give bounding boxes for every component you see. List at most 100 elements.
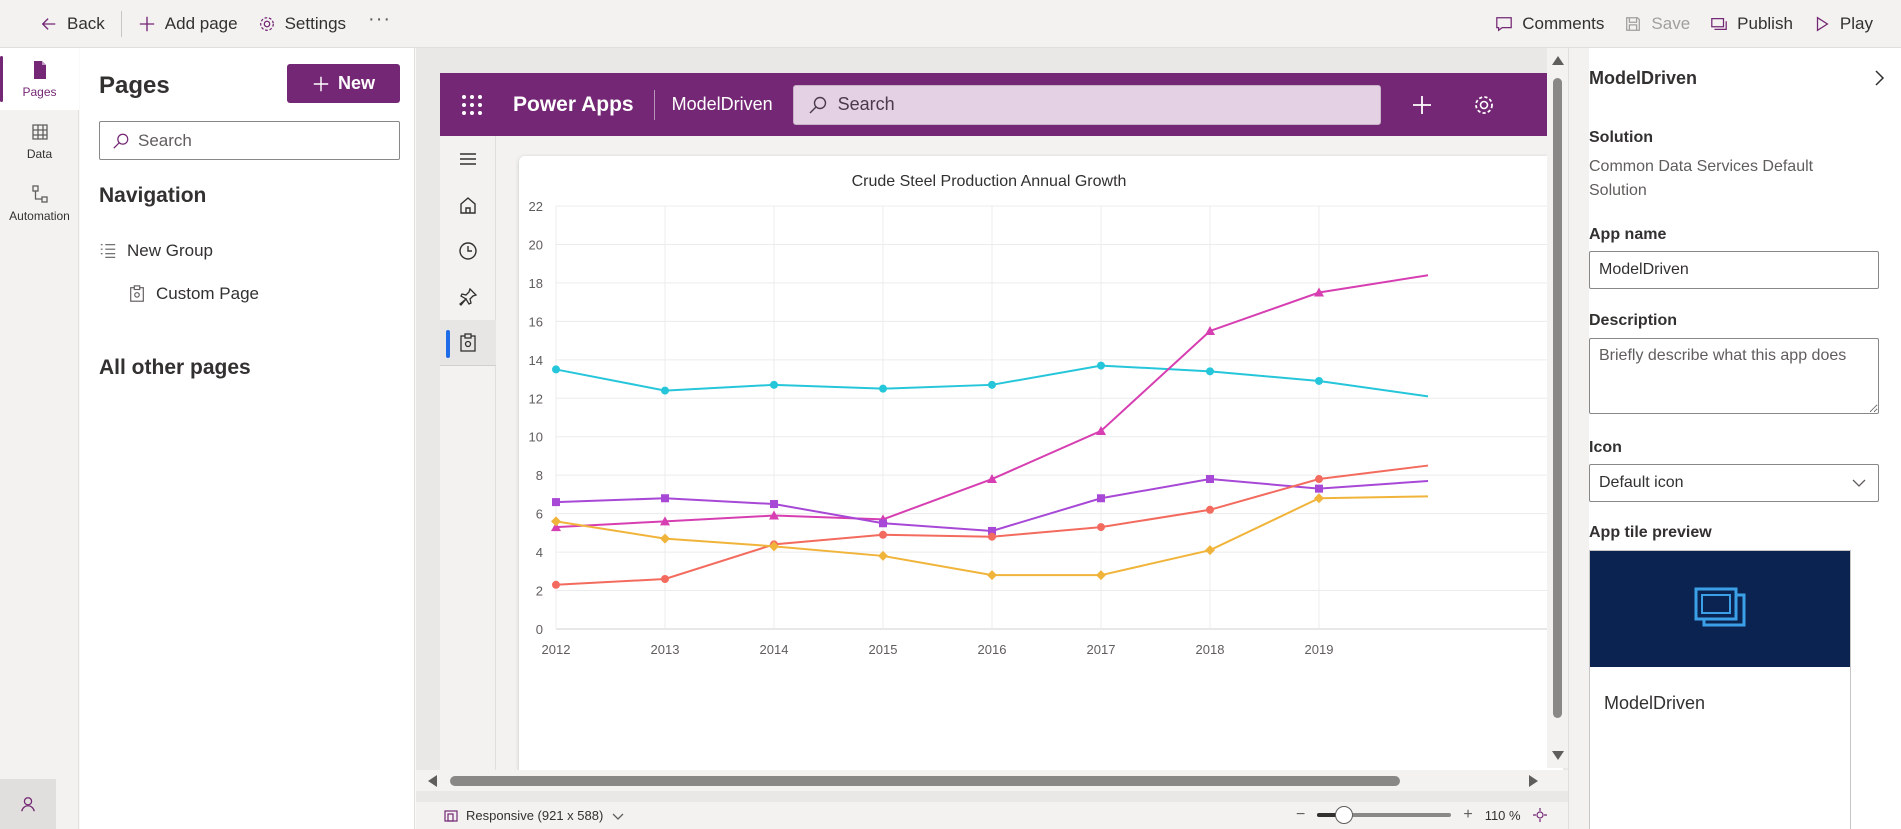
back-button[interactable]: Back [30,0,115,47]
y-tick-label: 20 [529,237,543,252]
virtual-agent-icon [21,797,35,812]
data-point [661,494,669,503]
nav-item-custom-page[interactable]: Custom Page [128,284,259,304]
fit-to-screen-icon[interactable] [1532,808,1547,822]
back-label: Back [67,13,105,33]
responsive-size-dropdown[interactable]: Responsive (921 x 588) [444,808,625,823]
data-point [878,550,888,561]
settings-button[interactable]: Settings [248,0,356,47]
scroll-down-arrow[interactable] [1552,751,1564,760]
nav-item-label: Custom Page [156,284,259,303]
app-name-field[interactable] [1589,251,1879,289]
horizontal-scroll-thumb[interactable] [450,776,1400,786]
description-field[interactable] [1589,338,1879,414]
search-icon [809,96,826,113]
icon-label: Icon [1589,439,1622,456]
scroll-right-arrow[interactable] [1529,775,1538,787]
command-bar-left: Back Add page Settings ··· [30,0,403,47]
command-bar: Back Add page Settings ··· Comments Save… [0,0,1901,48]
y-tick-label: 18 [529,276,543,291]
y-tick-label: 4 [536,545,543,560]
sitemap-home[interactable] [440,182,496,228]
navigation-heading: Navigation [99,184,207,207]
data-point [1096,425,1106,435]
add-page-button[interactable]: Add page [128,0,248,47]
y-tick-label: 16 [529,314,543,329]
data-point [660,516,670,526]
plus-icon [313,76,329,91]
description-label: Description [1589,312,1678,329]
app-tile-icon [1694,587,1746,627]
rail-label: Pages [22,84,57,99]
rail-item-pages[interactable]: Pages [0,48,79,110]
sitemap-collapse-button[interactable] [440,136,496,182]
data-point [1205,325,1215,335]
y-tick-label: 10 [529,430,543,445]
data-point [1315,484,1323,493]
tile-preview-label: App tile preview [1589,524,1712,541]
app-add-button[interactable] [1391,73,1453,136]
more-options-button[interactable]: ··· [368,8,392,30]
icon-dropdown[interactable]: Default icon [1589,464,1879,502]
nav-item-new-group[interactable]: New Group [99,241,213,261]
play-label: Play [1839,13,1873,33]
data-point [551,516,561,527]
chevron-right-icon[interactable] [1869,68,1889,88]
chart-title: Crude Steel Production Annual Growth [852,173,1127,190]
custom-page-icon [130,285,144,302]
new-page-button[interactable]: New [287,64,400,103]
canvas-vertical-scrollbar[interactable] [1547,48,1568,768]
flow-icon [31,184,48,203]
zoom-slider-fill [1317,813,1345,817]
add-page-label: Add page [164,13,238,33]
data-point [988,526,996,535]
app-search-box [792,84,1381,125]
sitemap-pinned[interactable] [440,274,496,320]
data-point [1097,494,1105,503]
y-tick-label: 8 [536,468,543,483]
sitemap-custom-page[interactable] [440,320,496,366]
data-point [988,380,996,389]
data-point [987,474,997,484]
vertical-scroll-thumb[interactable] [1553,78,1562,718]
x-tick-label: 2012 [542,642,571,657]
data-point [1097,523,1105,532]
sitemap-recent[interactable] [440,228,496,274]
app-settings-button[interactable] [1453,73,1515,136]
data-point [552,498,560,507]
save-button[interactable]: Save [1614,0,1700,47]
waffle-icon [461,94,482,115]
play-button[interactable]: Play [1803,0,1883,47]
publish-icon [1711,17,1727,30]
app-search-input[interactable] [837,94,1358,115]
x-axis-ticks: 2012 2013 2014 2015 2016 2017 2018 2019 [542,642,1334,657]
canvas-horizontal-scrollbar[interactable] [416,770,1568,791]
app-launcher-button[interactable] [440,73,503,136]
rail-item-data[interactable]: Data [0,110,79,172]
toolbar-divider [120,10,122,37]
zoom-slider-thumb[interactable] [1335,806,1354,824]
all-other-pages-heading: All other pages [99,356,251,379]
data-point [552,365,560,374]
scroll-up-arrow[interactable] [1552,56,1564,65]
app-tile-name: ModelDriven [1604,693,1706,713]
app-name: ModelDriven [671,94,773,114]
comment-icon [1496,16,1513,32]
zoom-in-button[interactable]: + [1463,806,1473,823]
hamburger-icon [460,153,476,165]
zoom-slider[interactable] [1317,806,1452,824]
app-name-label: App name [1589,226,1667,243]
nav-item-label: New Group [127,241,213,260]
rail-item-automation[interactable]: Automation [0,172,79,234]
data-point [987,570,997,581]
comments-button[interactable]: Comments [1485,0,1614,47]
scroll-left-arrow[interactable] [428,775,437,787]
publish-button[interactable]: Publish [1700,0,1803,47]
canvas-status-bar: Responsive (921 x 588) − + 110 % [416,802,1568,829]
zoom-out-button[interactable]: − [1296,806,1306,823]
virtual-agent-button[interactable] [0,779,56,829]
table-icon [31,123,48,140]
device-icon [444,809,458,822]
pages-search-input[interactable] [138,130,378,151]
y-axis-ticks: 0 2 4 6 8 10 12 14 16 18 20 22 [529,199,543,637]
